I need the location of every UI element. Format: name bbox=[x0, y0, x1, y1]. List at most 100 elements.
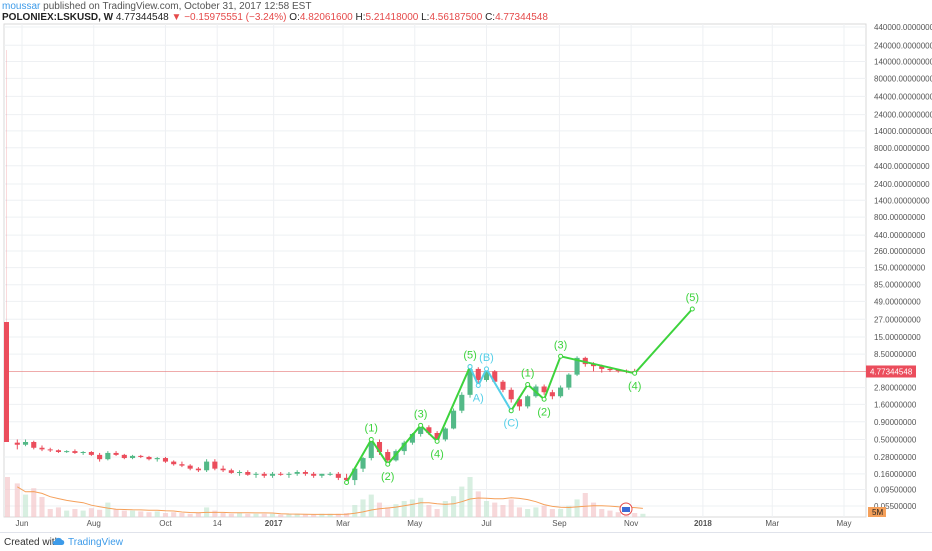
x-tick-label: 14 bbox=[213, 519, 222, 528]
volume-bar bbox=[212, 510, 218, 517]
candle-body bbox=[434, 433, 440, 440]
y-tick-label: 800.00000000 bbox=[874, 213, 926, 222]
volume-bar bbox=[352, 505, 358, 517]
volume-bar bbox=[434, 509, 440, 517]
wave-abc-label: A) bbox=[473, 392, 484, 404]
volume-bar bbox=[187, 513, 193, 517]
candle-body bbox=[187, 465, 193, 469]
candle-body bbox=[607, 368, 613, 371]
candle-body bbox=[14, 442, 20, 445]
published-text: published on TradingView.com, October 31… bbox=[43, 1, 312, 12]
wave-next-label: (3) bbox=[554, 339, 567, 351]
x-tick-label: 2017 bbox=[265, 519, 283, 528]
tradingview-brand-link[interactable]: TradingView bbox=[68, 537, 124, 548]
price-axis[interactable]: 440000.00000000 240000.00000000 140000.000… bbox=[866, 23, 932, 511]
y-tick-label: 150.00000000 bbox=[874, 264, 926, 273]
tradingview-cloud-icon[interactable] bbox=[52, 535, 66, 547]
wave-next-point bbox=[508, 408, 514, 414]
wave-abc-label: (B) bbox=[479, 352, 494, 364]
y-tick-label: 49.00000000 bbox=[874, 297, 921, 306]
chart-header: moussar published on TradingView.com, Oc… bbox=[0, 0, 932, 24]
candle-body bbox=[319, 473, 325, 476]
close-value: 4.77344548 bbox=[495, 12, 548, 23]
time-axis[interactable]: Jun Aug Oct 14 2017 Mar May Jul Sep Nov 2018 Mar May bbox=[16, 519, 852, 528]
volume-bar bbox=[55, 507, 62, 517]
candle-body bbox=[220, 468, 226, 471]
candle-body bbox=[327, 473, 333, 475]
wave-next-point bbox=[541, 396, 547, 402]
price-chart[interactable]: (1) (2) (3) (4) (5) A) (B) (C) (1) (2) (3) (4) (5) 4… bbox=[0, 0, 932, 532]
wave-main-point bbox=[434, 438, 440, 444]
x-tick-label: May bbox=[407, 519, 422, 528]
wave-main-label: (1) bbox=[365, 422, 378, 434]
volume-bar bbox=[162, 513, 169, 517]
candle-body bbox=[376, 441, 383, 453]
low-label: L: bbox=[421, 12, 430, 23]
volume-bar bbox=[5, 477, 10, 517]
wave-abc-point bbox=[475, 382, 481, 388]
wave-next-point bbox=[632, 370, 638, 376]
candle-body bbox=[368, 441, 374, 459]
volume-bar bbox=[426, 505, 432, 517]
author-link[interactable]: moussar bbox=[2, 1, 41, 12]
candle-body bbox=[146, 456, 152, 460]
candle-body bbox=[55, 450, 62, 453]
candle-body bbox=[39, 447, 45, 450]
candlesticks bbox=[4, 50, 638, 486]
publish-info: moussar published on TradingView.com, Oc… bbox=[2, 1, 311, 12]
volume-bar bbox=[451, 496, 457, 517]
y-tick-label: 440.00000000 bbox=[874, 231, 926, 240]
y-tick-label: 0.28000000 bbox=[874, 453, 917, 462]
created-with-text: Created with bbox=[4, 537, 61, 548]
y-tick-label: 2.80000000 bbox=[874, 384, 917, 393]
candle-body bbox=[278, 473, 284, 475]
volume-bar bbox=[220, 513, 226, 517]
candle-body bbox=[47, 449, 53, 451]
candle-body bbox=[549, 392, 555, 397]
wave-main-label: (5) bbox=[463, 350, 476, 362]
candle-body bbox=[31, 441, 37, 448]
y-tick-label: 8000.00000000 bbox=[874, 144, 930, 153]
y-tick-label: 2400.00000000 bbox=[874, 180, 930, 189]
y-tick-label: 27.00000000 bbox=[874, 315, 921, 324]
wave-next-point bbox=[525, 381, 531, 387]
candle-body bbox=[409, 433, 415, 443]
volume-bar bbox=[138, 511, 144, 517]
x-tick-label: Mar bbox=[336, 519, 350, 528]
candle-body bbox=[253, 473, 259, 475]
chart-plot-area[interactable] bbox=[3, 23, 867, 518]
candle-body bbox=[344, 477, 350, 481]
volume-bar bbox=[541, 505, 547, 517]
volume-bar bbox=[376, 502, 383, 517]
volume-bar bbox=[418, 497, 424, 517]
x-tick-label: May bbox=[836, 519, 851, 528]
wave-next-label: (1) bbox=[521, 367, 534, 379]
volume-bar bbox=[533, 507, 539, 517]
price-change: ▼ −0.15975551 (−3.24%) bbox=[171, 12, 287, 23]
volume-bar bbox=[171, 512, 177, 517]
y-tick-label: 140000.00000000 bbox=[874, 58, 932, 67]
y-tick-label: 4400.00000000 bbox=[874, 162, 930, 171]
candle-body bbox=[154, 458, 160, 460]
volume-bar bbox=[39, 497, 45, 517]
volume-scale-tag bbox=[868, 507, 886, 517]
candle-body bbox=[97, 454, 103, 460]
candle-body bbox=[113, 452, 119, 455]
wave-main-line bbox=[345, 366, 471, 483]
candle-body bbox=[335, 473, 341, 478]
candle-body bbox=[525, 396, 531, 407]
candle-body bbox=[269, 473, 276, 476]
volume-bar bbox=[311, 514, 317, 517]
x-tick-label: Jul bbox=[481, 519, 491, 528]
volume-bar bbox=[195, 513, 201, 517]
candle-body bbox=[294, 471, 300, 474]
candle-body bbox=[385, 452, 391, 461]
volume-bar bbox=[368, 494, 374, 517]
candle-body bbox=[467, 368, 473, 395]
y-tick-label: 0.90000000 bbox=[874, 418, 917, 427]
volume-bar bbox=[492, 502, 498, 517]
grid-lines bbox=[4, 24, 866, 517]
volume-bar bbox=[253, 513, 259, 517]
candle-body bbox=[64, 451, 70, 453]
candle-body bbox=[302, 471, 308, 474]
